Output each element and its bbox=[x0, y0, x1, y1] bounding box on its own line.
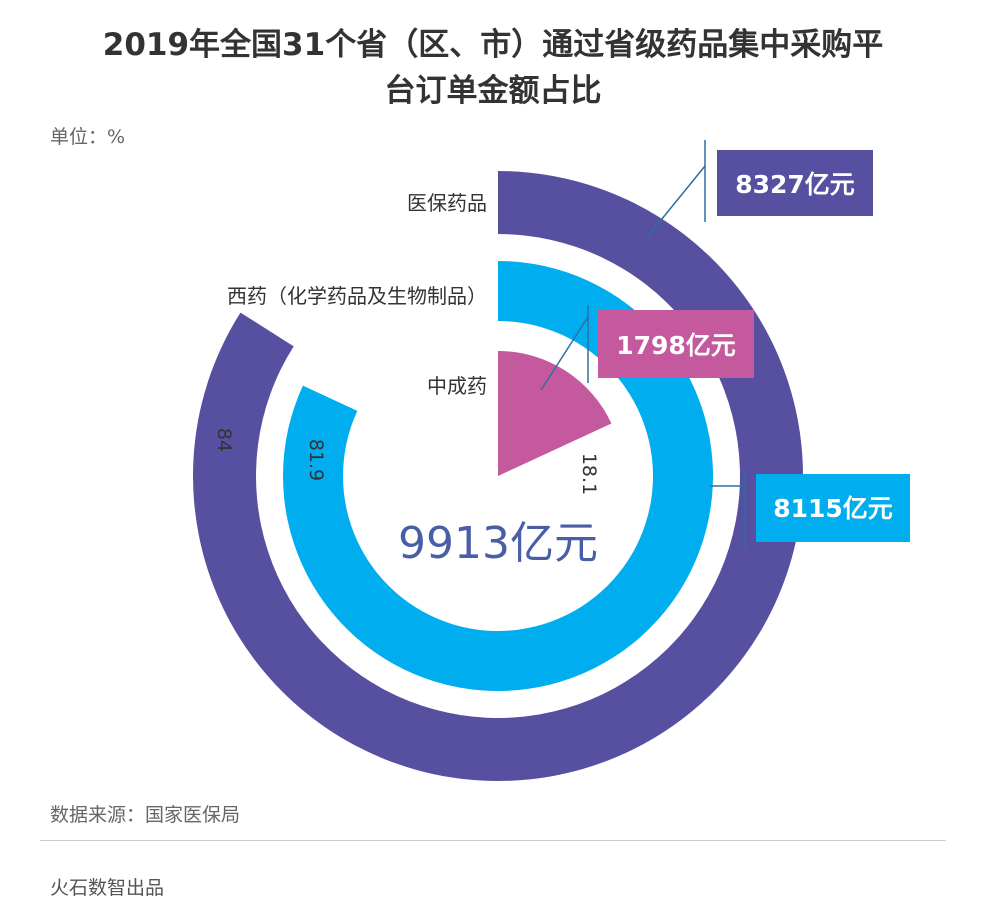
category-label-3: 中成药 bbox=[427, 374, 487, 398]
chart-title-line-2: 台订单金额占比 bbox=[384, 73, 602, 109]
unit-label: 单位：% bbox=[50, 126, 126, 148]
callout-amount-1: 8327亿元 bbox=[735, 170, 855, 199]
value-label-2: 81.9 bbox=[305, 439, 327, 481]
category-label-2: 西药（化学药品及生物制品） bbox=[227, 284, 487, 308]
data-source: 数据来源：国家医保局 bbox=[50, 804, 241, 826]
value-label-1: 84 bbox=[213, 428, 235, 452]
chart-title: 2019年全国31个省（区、市）通过省级药品集中采购平 台订单金额占比 bbox=[0, 22, 986, 114]
callout-leader-3 bbox=[540, 316, 589, 391]
credit-label: 火石数智出品 bbox=[50, 877, 165, 899]
callout-box-2 bbox=[756, 474, 910, 542]
ring-group bbox=[192, 171, 803, 782]
callout-leader-1 bbox=[647, 165, 706, 237]
callout-amount-2: 8115亿元 bbox=[773, 494, 893, 523]
category-label-1: 医保药品 bbox=[407, 191, 487, 215]
ring-bar-3 bbox=[498, 351, 612, 476]
callout-box-1 bbox=[717, 150, 873, 216]
value-label-3: 18.1 bbox=[578, 453, 600, 495]
footer-divider bbox=[40, 840, 946, 841]
chart-title-line-1: 2019年全国31个省（区、市）通过省级药品集中采购平 bbox=[102, 27, 884, 63]
callout-amount-3: 1798亿元 bbox=[616, 331, 736, 360]
center-total-label: 9913亿元 bbox=[398, 518, 598, 569]
callout-box-3 bbox=[598, 310, 754, 378]
